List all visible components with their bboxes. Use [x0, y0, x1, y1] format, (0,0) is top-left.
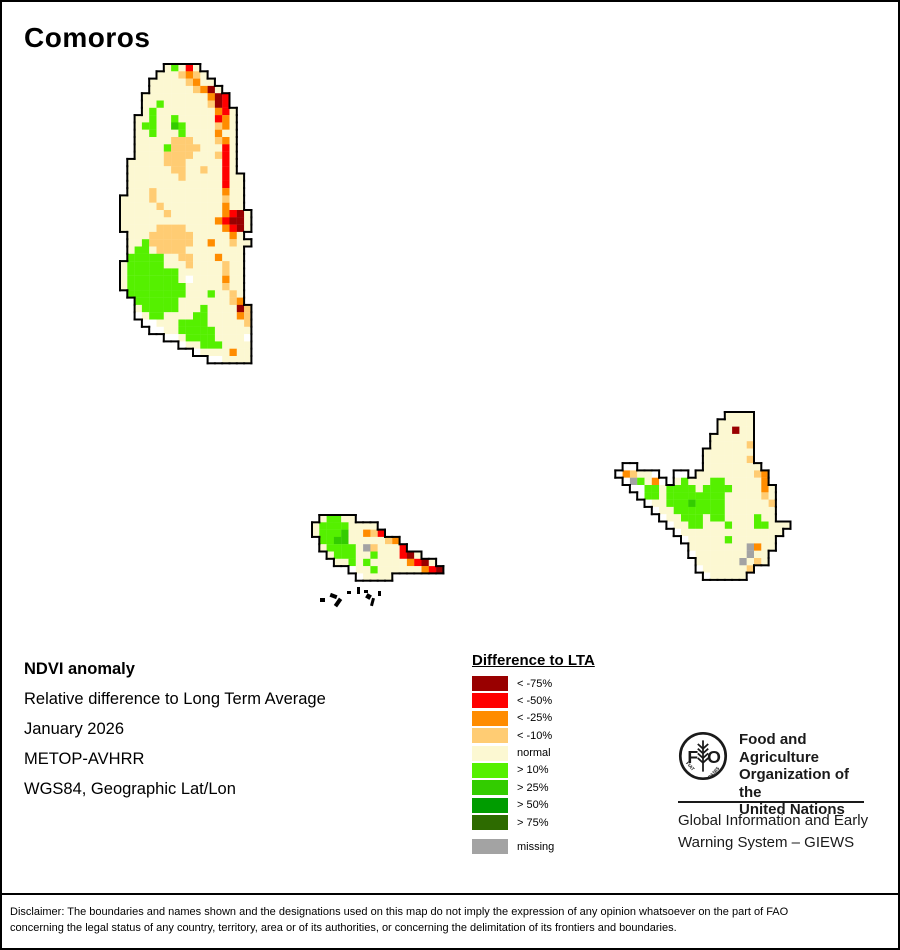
map-canvas — [2, 2, 898, 895]
islet — [364, 590, 368, 593]
fao-org-line: Food and Agriculture — [739, 731, 820, 766]
legend-item: > 50% — [472, 797, 595, 813]
fao-org-line: Organization of the — [739, 766, 849, 801]
islet — [333, 597, 343, 608]
legend-swatch — [472, 797, 508, 813]
legend-swatch — [472, 710, 508, 726]
fao-letter-o: O — [707, 747, 721, 767]
legend-item: normal — [472, 745, 595, 761]
legend-label: < -10% — [517, 729, 553, 742]
legend: Difference to LTA < -75% < -50% < -25% < -1… — [472, 652, 595, 857]
disclaimer-line: Disclaimer: The boundaries and names sho… — [10, 906, 789, 918]
fao-motto-fiat: FIAT — [684, 761, 695, 773]
legend-item: > 75% — [472, 815, 595, 831]
islet — [320, 598, 325, 602]
legend-item: > 10% — [472, 762, 595, 778]
info-line-date: January 2026 — [24, 720, 124, 738]
islet — [347, 591, 351, 594]
islet — [378, 591, 381, 596]
wheat-ear-icon — [697, 740, 709, 772]
legend-item: < -50% — [472, 693, 595, 709]
island-moheli — [311, 514, 445, 582]
legend-swatch — [472, 676, 508, 691]
legend-label: < -50% — [517, 694, 553, 707]
fao-org-line: United Nations — [739, 801, 845, 818]
giews-line: Global Information and Early — [678, 812, 869, 829]
legend-swatch — [472, 780, 508, 796]
info-line-projection: WGS84, Geographic Lat/Lon — [24, 780, 236, 798]
giews-label: Global Information and Early Warning Sys… — [678, 810, 868, 853]
legend-label: missing — [517, 840, 555, 853]
legend-label: > 10% — [517, 764, 549, 777]
legend-label: > 25% — [517, 781, 549, 794]
legend-swatch — [472, 839, 508, 855]
legend-item: < -75% — [472, 676, 595, 691]
fao-divider — [678, 801, 864, 803]
disclaimer-text: Disclaimer: The boundaries and names sho… — [10, 905, 888, 936]
legend-item: < -10% — [472, 728, 595, 744]
legend-label: normal — [517, 747, 551, 760]
legend-missing-item: missing — [472, 839, 595, 855]
legend-swatch — [472, 745, 508, 761]
legend-title: Difference to LTA — [472, 652, 595, 669]
legend-item: > 25% — [472, 780, 595, 796]
giews-line: Warning System – GIEWS — [678, 833, 855, 851]
legend-label: < -25% — [517, 712, 553, 725]
page-title: Comoros — [24, 22, 151, 53]
disclaimer-line: concerning the legal status of any count… — [10, 921, 677, 934]
footer-divider — [2, 893, 898, 895]
info-heading: NDVI anomaly — [24, 660, 135, 678]
legend-swatch — [472, 762, 508, 778]
legend-label: > 50% — [517, 799, 549, 812]
islet — [370, 597, 375, 607]
island-grande-comore — [119, 63, 253, 365]
islet — [357, 587, 360, 594]
legend-swatch — [472, 815, 508, 831]
legend-label: > 75% — [517, 816, 549, 829]
islet — [329, 592, 338, 600]
info-line-subtitle: Relative difference to Long Term Average — [24, 690, 326, 708]
legend-label: < -75% — [517, 677, 553, 690]
info-line-sensor: METOP-AVHRR — [24, 750, 145, 768]
island-anjouan — [614, 411, 792, 581]
legend-item: < -25% — [472, 710, 595, 726]
legend-swatch — [472, 693, 508, 709]
legend-swatch — [472, 728, 508, 744]
fao-logo-icon: F O FIAT PANIS — [678, 731, 728, 780]
legend-items: < -75% < -50% < -25% < -10% normal > 10% > 25%… — [472, 676, 595, 855]
fao-org-name: Food and Agriculture Organization of the… — [739, 731, 868, 819]
fao-letter-f: F — [687, 747, 698, 767]
map-info-block: NDVI anomaly Relative difference to Long… — [24, 654, 326, 804]
